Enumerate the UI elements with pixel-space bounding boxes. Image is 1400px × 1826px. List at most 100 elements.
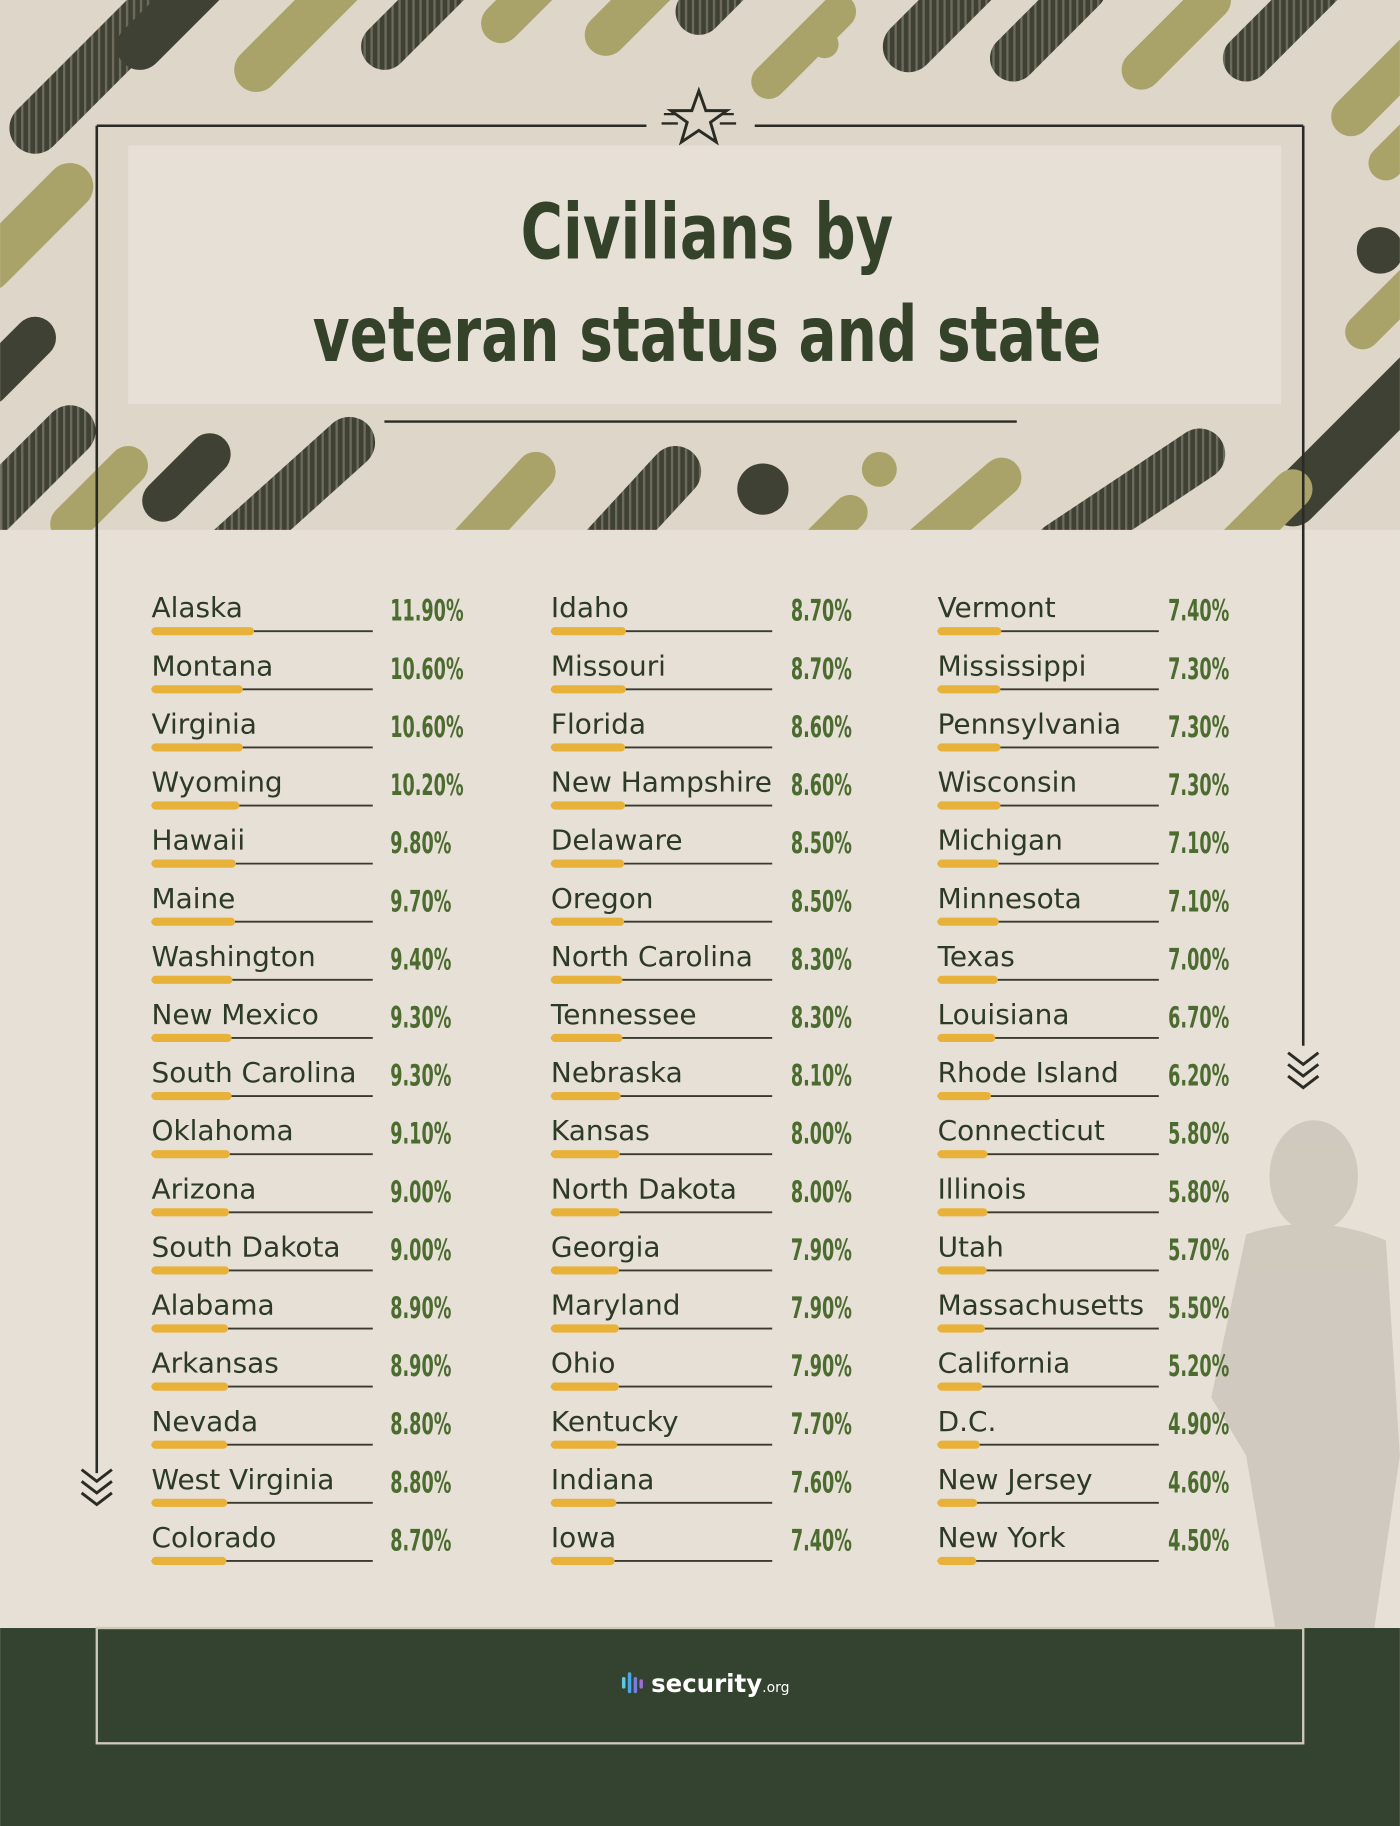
bar <box>937 627 1002 636</box>
state-name: Missouri <box>551 649 666 682</box>
star-wings <box>661 112 737 125</box>
bar <box>550 1556 615 1566</box>
bar <box>937 685 1001 694</box>
chevron-icon <box>80 1468 113 1507</box>
bar <box>937 1382 983 1391</box>
state-name: Kentucky <box>551 1405 679 1438</box>
value-label: 9.00% <box>390 1233 451 1267</box>
value-label: 7.40% <box>791 1523 852 1557</box>
bar <box>937 859 999 868</box>
value-label: 7.10% <box>1168 884 1229 918</box>
value-label: 7.40% <box>1168 594 1229 628</box>
state-name: Michigan <box>938 824 1063 857</box>
value-label: 8.70% <box>791 594 852 628</box>
bar <box>937 743 1001 752</box>
bar <box>151 743 243 752</box>
bar <box>937 801 1001 810</box>
footer-frame <box>95 1626 1305 1745</box>
logo-mark <box>633 1676 638 1694</box>
state-name: Nebraska <box>551 1056 683 1089</box>
bar <box>151 1498 228 1507</box>
bar <box>937 975 998 984</box>
state-name: Nevada <box>152 1405 259 1438</box>
bar <box>151 1266 230 1275</box>
state-name: Wisconsin <box>938 766 1078 799</box>
state-name: California <box>938 1347 1071 1380</box>
state-name: Ohio <box>551 1347 616 1380</box>
value-label: 7.30% <box>1168 652 1229 686</box>
state-name: D.C. <box>938 1405 997 1438</box>
value-label: 8.50% <box>791 826 852 860</box>
state-name: Minnesota <box>938 882 1082 915</box>
state-name: Georgia <box>551 1230 661 1263</box>
star-icon <box>666 86 732 146</box>
bar <box>550 685 626 694</box>
value-label: 4.50% <box>1168 1523 1229 1557</box>
bar <box>550 859 625 868</box>
bar <box>937 1208 988 1217</box>
state-name: Louisiana <box>938 998 1070 1031</box>
bar <box>550 1150 620 1159</box>
value-label: 10.60% <box>390 710 463 744</box>
value-label: 7.30% <box>1168 768 1229 802</box>
state-name: Massachusetts <box>938 1289 1144 1322</box>
bar <box>550 801 626 810</box>
state-name: West Virginia <box>152 1463 335 1496</box>
state-name: New Mexico <box>152 998 319 1031</box>
camo-pattern <box>0 0 1400 530</box>
value-label: 5.80% <box>1168 1117 1229 1151</box>
bar <box>937 1324 985 1333</box>
value-label: 5.20% <box>1168 1349 1229 1383</box>
state-name: Idaho <box>551 591 629 624</box>
bar <box>151 1033 232 1043</box>
bar <box>550 1324 620 1333</box>
value-label: 5.80% <box>1168 1175 1229 1209</box>
bar <box>937 1033 996 1043</box>
state-name: Maine <box>152 882 236 915</box>
state-name: Florida <box>551 707 646 740</box>
state-name: Vermont <box>938 591 1056 624</box>
value-label: 8.00% <box>791 1175 852 1209</box>
state-name: Alabama <box>152 1289 275 1322</box>
bar <box>550 975 623 984</box>
state-name: Arizona <box>152 1172 257 1205</box>
bar <box>550 1208 620 1217</box>
value-label: 9.40% <box>390 942 451 976</box>
value-label: 9.80% <box>390 826 451 860</box>
value-label: 9.30% <box>390 1000 451 1034</box>
bar <box>151 1208 230 1217</box>
value-label: 8.70% <box>791 652 852 686</box>
value-label: 6.70% <box>1168 1000 1229 1034</box>
bar <box>550 1382 620 1391</box>
logo-mark <box>627 1672 632 1694</box>
state-name: Virginia <box>152 707 257 740</box>
bar <box>151 801 240 810</box>
value-label: 8.60% <box>791 710 852 744</box>
bar <box>151 1091 232 1101</box>
state-name: Delaware <box>551 824 683 857</box>
state-name: Connecticut <box>938 1114 1105 1147</box>
value-label: 8.70% <box>390 1523 451 1557</box>
state-name: New York <box>938 1521 1067 1554</box>
chevron-icon <box>1287 1051 1320 1090</box>
state-name: Maryland <box>551 1289 681 1322</box>
logo-suffix: .org <box>762 1680 789 1696</box>
person-silhouette <box>1211 1120 1400 1629</box>
state-name: Rhode Island <box>938 1056 1119 1089</box>
value-label: 9.10% <box>390 1117 451 1151</box>
footer <box>0 1628 1400 1826</box>
bar <box>151 685 243 694</box>
value-label: 5.50% <box>1168 1291 1229 1325</box>
bar <box>937 1556 977 1566</box>
value-label: 8.60% <box>791 768 852 802</box>
value-label: 10.20% <box>390 768 463 802</box>
state-name: Texas <box>937 940 1015 973</box>
rows: Alaska 11.90% Montana 10.60% Virginia 10.60% W… <box>151 591 1229 1566</box>
state-name: New Jersey <box>938 1463 1093 1496</box>
state-name: Hawaii <box>152 824 246 857</box>
bar <box>550 1033 623 1043</box>
value-label: 9.30% <box>390 1059 451 1093</box>
state-name: New Hampshire <box>551 766 772 799</box>
state-name: Tennessee <box>550 998 697 1031</box>
bar <box>151 1382 229 1391</box>
